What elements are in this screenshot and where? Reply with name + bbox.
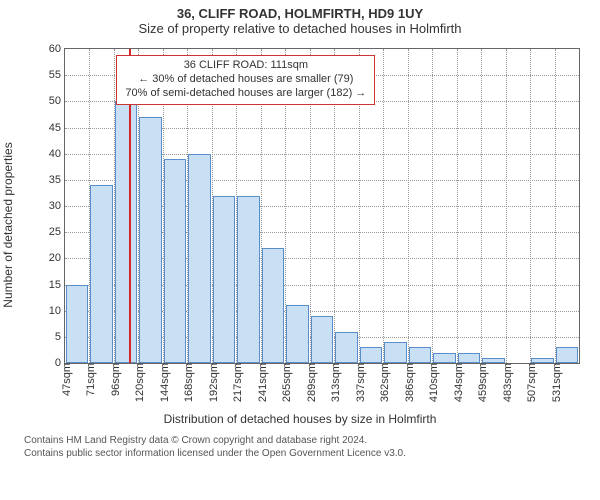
x-tick: 192sqm [204, 363, 220, 402]
grid-line [530, 49, 531, 363]
x-tick: 265sqm [277, 363, 293, 402]
annotation-box: 36 CLIFF ROAD: 111sqm ← 30% of detached … [116, 55, 375, 104]
histogram-bar [384, 342, 407, 363]
y-tick: 55 [49, 69, 65, 81]
x-axis-label: Distribution of detached houses by size … [0, 412, 600, 426]
footer-line1: Contains HM Land Registry data © Crown c… [24, 434, 590, 447]
x-tick: 96sqm [106, 363, 122, 396]
grid-line [457, 49, 458, 363]
page-subtitle: Size of property relative to detached ho… [0, 21, 600, 40]
x-tick: 313sqm [326, 363, 342, 402]
y-tick: 60 [49, 43, 65, 55]
y-tick: 40 [49, 148, 65, 160]
histogram-bar [115, 101, 138, 363]
x-tick: 168sqm [179, 363, 195, 402]
y-tick: 5 [55, 331, 65, 343]
x-tick: 144sqm [155, 363, 171, 402]
x-tick: 47sqm [57, 363, 73, 396]
x-tick: 241sqm [253, 363, 269, 402]
y-tick: 15 [49, 279, 65, 291]
x-tick: 531sqm [547, 363, 563, 402]
grid-line [383, 49, 384, 363]
grid-line [481, 49, 482, 363]
x-tick: 434sqm [449, 363, 465, 402]
y-tick: 20 [49, 252, 65, 264]
y-tick: 25 [49, 226, 65, 238]
histogram-bar [335, 332, 358, 363]
histogram-bar [262, 248, 285, 363]
histogram-bar [482, 358, 505, 363]
x-tick: 410sqm [424, 363, 440, 402]
x-tick: 71sqm [81, 363, 97, 396]
y-tick: 10 [49, 305, 65, 317]
y-tick: 35 [49, 174, 65, 186]
grid-line [432, 49, 433, 363]
histogram-bar [90, 185, 113, 363]
histogram-bar [458, 353, 481, 363]
x-tick: 362sqm [375, 363, 391, 402]
annotation-line3: 70% of semi-detached houses are larger (… [125, 87, 366, 101]
histogram-bar [237, 196, 260, 363]
x-tick: 217sqm [228, 363, 244, 402]
footer: Contains HM Land Registry data © Crown c… [0, 426, 600, 460]
histogram-bar [360, 347, 383, 363]
y-tick: 45 [49, 122, 65, 134]
x-tick: 386sqm [400, 363, 416, 402]
x-tick: 459sqm [473, 363, 489, 402]
annotation-line1: 36 CLIFF ROAD: 111sqm [125, 59, 366, 73]
histogram-bar [531, 358, 554, 363]
histogram-bar [213, 196, 236, 363]
histogram-bar [311, 316, 334, 363]
footer-line2: Contains public sector information licen… [24, 447, 590, 460]
histogram-bar [556, 347, 579, 363]
histogram-bar [139, 117, 162, 363]
y-axis-label: Number of detached properties [1, 142, 15, 307]
histogram-bar [409, 347, 432, 363]
y-tick: 30 [49, 200, 65, 212]
y-tick: 50 [49, 95, 65, 107]
page-title: 36, CLIFF ROAD, HOLMFIRTH, HD9 1UY [0, 0, 600, 21]
x-tick: 289sqm [302, 363, 318, 402]
annotation-line2: ← 30% of detached houses are smaller (79… [125, 73, 366, 87]
grid-line [408, 49, 409, 363]
histogram-chart: Number of detached properties 0510152025… [20, 40, 590, 410]
histogram-bar [66, 285, 89, 364]
histogram-bar [433, 353, 456, 363]
histogram-bar [188, 154, 211, 363]
grid-line [555, 49, 556, 363]
histogram-bar [164, 159, 187, 363]
plot-area: 05101520253035404550556047sqm71sqm96sqm1… [64, 48, 580, 364]
x-tick: 483sqm [498, 363, 514, 402]
x-tick: 337sqm [351, 363, 367, 402]
x-tick: 120sqm [130, 363, 146, 402]
x-tick: 507sqm [522, 363, 538, 402]
grid-line [506, 49, 507, 363]
histogram-bar [286, 305, 309, 363]
